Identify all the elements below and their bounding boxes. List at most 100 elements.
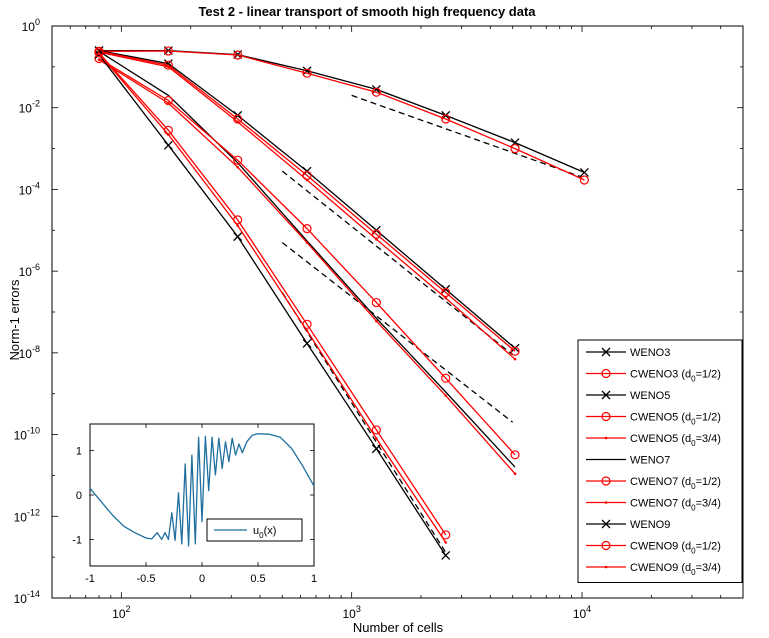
y-axis-label: Norm-1 errors — [7, 279, 22, 360]
data-point-4 — [375, 238, 378, 241]
data-point-1 — [579, 175, 589, 185]
data-point-0 — [579, 168, 589, 177]
reference-slope-line — [351, 94, 583, 178]
data-point-6 — [233, 155, 243, 165]
series-line-5 — [98, 50, 516, 468]
data-point-9 — [94, 48, 104, 58]
data-point-9 — [441, 530, 451, 540]
data-point-1 — [371, 87, 381, 97]
data-point-1 — [302, 68, 312, 78]
chart-title: Test 2 - linear transport of smooth high… — [198, 4, 536, 19]
inset-y-tick-label: 0 — [76, 490, 82, 502]
y-tick-label: 10-6 — [19, 262, 40, 279]
legend-marker — [601, 347, 611, 357]
reference-slope-line — [281, 242, 514, 423]
data-point-6 — [510, 450, 520, 460]
legend-entry-label: WENO3 — [630, 347, 670, 359]
legend-marker — [604, 436, 608, 440]
data-point-4 — [167, 65, 170, 69]
data-point-3 — [163, 60, 173, 70]
inset-plot: -1 -0.5 0 0.5 1 -1 0 1 u0(x) — [72, 423, 317, 585]
inset-series-line — [89, 433, 315, 547]
inset-x-tick-label: -1 — [85, 573, 95, 585]
y-tick-label: 10-2 — [19, 99, 40, 116]
x-tick-label: 104 — [573, 604, 591, 621]
legend-entry-label: WENO5 — [630, 390, 670, 402]
data-point-7 — [513, 472, 517, 476]
inset-x-tick-label: 0 — [199, 573, 205, 585]
inset-x-tick-label: -0.5 — [137, 573, 156, 585]
data-point-4 — [305, 178, 309, 182]
legend-entry-label: WENO9 — [630, 519, 670, 531]
series-line-8 — [98, 54, 447, 556]
legend-marker — [601, 540, 611, 551]
data-point-2 — [441, 284, 451, 294]
legend-entry-label: CWENO5 (d0=3/4) — [630, 433, 721, 448]
data-point-10 — [444, 541, 448, 544]
y-tick-label: 10-8 — [19, 344, 40, 361]
legend-entry-label: CWENO9 (d0=1/2) — [630, 541, 721, 556]
data-point-3 — [510, 346, 520, 356]
series-line-10 — [98, 53, 447, 543]
legend-entry-label: CWENO7 (d0=3/4) — [630, 498, 721, 513]
data-point-7 — [236, 165, 239, 169]
reference-slope-line — [281, 170, 514, 356]
data-point-7 — [375, 319, 378, 323]
data-point-10 — [375, 437, 378, 440]
data-point-10 — [236, 224, 239, 227]
legend-entry-label: CWENO5 (d0=1/2) — [630, 412, 721, 427]
data-point-7 — [305, 241, 309, 244]
data-point-7 — [97, 58, 101, 61]
data-point-6 — [302, 223, 312, 234]
series-line-3 — [98, 50, 516, 352]
x-axis-label: Number of cells — [353, 620, 444, 635]
data-point-10 — [305, 329, 309, 332]
legend-marker — [604, 501, 608, 504]
inset-frame — [89, 423, 315, 567]
data-point-4 — [513, 357, 517, 361]
series-line-1 — [98, 50, 585, 181]
data-point-1 — [163, 46, 173, 56]
data-point-1 — [441, 114, 451, 124]
data-point-7 — [444, 394, 448, 397]
legend-marker — [604, 565, 608, 569]
data-point-8 — [163, 140, 173, 150]
inset-y-tick-label: 1 — [76, 446, 82, 458]
legend-marker — [601, 368, 611, 379]
legend-entry-label: WENO7 — [630, 455, 670, 467]
data-point-10 — [97, 52, 101, 55]
legend-entry-label: CWENO3 (d0=1/2) — [630, 369, 721, 384]
legend-entry-label: CWENO7 (d0=1/2) — [630, 476, 721, 491]
inset-legend-box — [206, 518, 303, 542]
series-line-6 — [98, 57, 516, 456]
inset-y-tick-label: -1 — [72, 534, 82, 546]
legend: WENO3 CWENO3 (d0=1/2) WENO5 CWENO5 (d0=1/2)… — [577, 339, 743, 583]
data-point-7 — [167, 101, 170, 105]
data-point-1 — [510, 143, 520, 154]
data-point-6 — [441, 373, 451, 383]
legend-marker — [601, 519, 611, 529]
legend-marker — [601, 476, 611, 486]
legend-marker — [601, 390, 611, 400]
data-point-8 — [233, 232, 243, 242]
data-point-9 — [371, 425, 381, 435]
data-point-4 — [444, 296, 448, 300]
series-line-9 — [98, 52, 447, 536]
inset-x-tick-label: 0.5 — [250, 573, 265, 585]
data-point-3 — [441, 287, 451, 298]
legend-marker — [601, 411, 611, 422]
x-tick-label: 103 — [342, 604, 360, 621]
data-point-2 — [510, 343, 520, 353]
data-point-10 — [167, 133, 170, 136]
x-tick-label: 102 — [112, 604, 130, 621]
data-point-1 — [233, 50, 243, 60]
data-point-8 — [302, 338, 312, 348]
data-point-8 — [371, 444, 381, 454]
data-point-6 — [371, 297, 381, 308]
data-point-4 — [236, 120, 239, 124]
y-tick-label: 10-12 — [14, 507, 40, 524]
legend-entry-label: CWENO9 (d0=3/4) — [630, 562, 721, 577]
inset-x-tick-label: 1 — [311, 573, 317, 585]
y-tick-label: 10-14 — [14, 589, 40, 606]
